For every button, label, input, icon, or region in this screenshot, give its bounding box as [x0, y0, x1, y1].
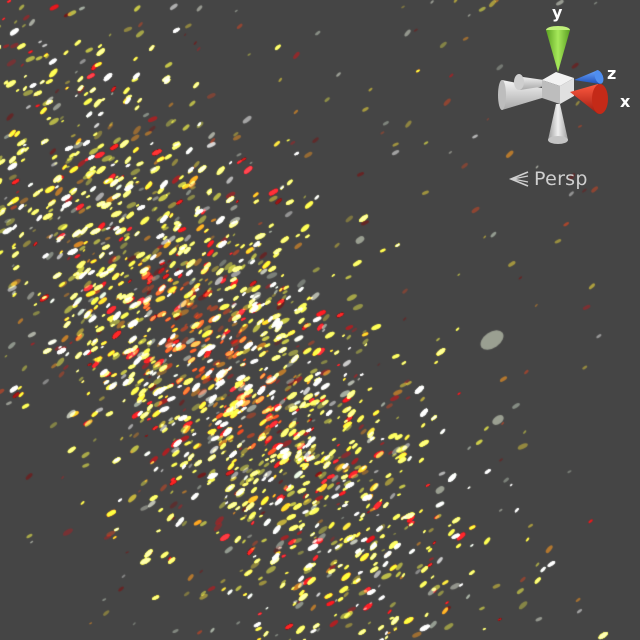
y-axis-cone[interactable]: [546, 26, 570, 72]
x-axis-label: x: [620, 92, 631, 111]
x-axis-cone[interactable]: [570, 84, 608, 114]
projection-label: Persp: [534, 168, 588, 190]
gizmo-center-cube[interactable]: [542, 72, 574, 104]
neg-y-cone[interactable]: [548, 104, 568, 144]
perspective-icon: [508, 171, 529, 187]
gizmo-graphic: [498, 26, 608, 144]
orientation-gizmo[interactable]: y z x: [494, 0, 640, 150]
z-axis-label: z: [607, 64, 617, 83]
neg-z-cone[interactable]: [514, 74, 546, 90]
y-axis-label: y: [552, 3, 563, 22]
z-axis-cone[interactable]: [574, 69, 605, 85]
projection-toggle[interactable]: Persp: [508, 167, 588, 191]
